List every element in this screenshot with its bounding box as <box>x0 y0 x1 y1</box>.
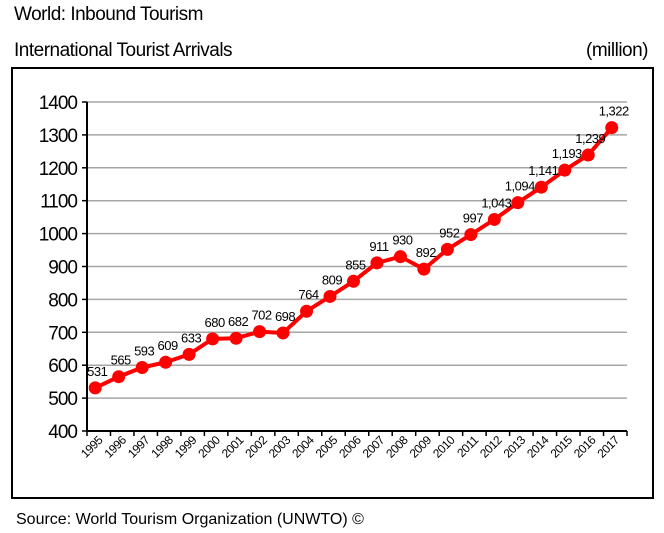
x-tick-label: 1996 <box>101 433 129 461</box>
data-point <box>88 381 102 395</box>
x-tick-label: 1998 <box>148 433 176 461</box>
y-tick-label: 900 <box>48 258 77 279</box>
x-tick-label: 2012 <box>477 433 505 461</box>
data-label: 609 <box>158 338 178 353</box>
x-tick-label: 2003 <box>266 433 294 461</box>
data-label: 911 <box>369 239 388 254</box>
x-tick-label: 2006 <box>336 433 364 461</box>
source-note: Source: World Tourism Organization (UNWT… <box>16 511 364 528</box>
data-label: 764 <box>298 287 318 302</box>
chart-title: World: Inbound Tourism <box>14 4 203 25</box>
data-point <box>558 163 572 177</box>
data-label: 633 <box>181 330 201 345</box>
data-point <box>487 212 501 226</box>
data-point <box>581 148 595 162</box>
data-label: 997 <box>463 211 483 226</box>
x-tick-label: 2005 <box>313 433 341 461</box>
data-point <box>300 304 314 318</box>
data-label: 1,193 <box>552 146 582 161</box>
y-tick-label: 700 <box>48 323 77 344</box>
data-label: 1,239 <box>575 131 605 146</box>
data-point <box>440 242 454 256</box>
data-point <box>135 361 149 375</box>
x-tick-label: 2007 <box>360 433 388 461</box>
chart-subtitle: International Tourist Arrivals <box>14 40 233 61</box>
data-label: 1,043 <box>481 195 511 210</box>
data-point <box>393 250 407 264</box>
data-point <box>112 370 126 384</box>
data-point <box>511 196 525 210</box>
y-tick-label: 1000 <box>39 225 78 246</box>
data-label: 930 <box>392 233 412 248</box>
y-tick-label: 1400 <box>39 93 78 114</box>
x-tick-label: 2016 <box>571 433 599 461</box>
data-label: 809 <box>322 272 342 287</box>
data-label: 892 <box>416 245 436 260</box>
data-point <box>323 289 337 303</box>
x-tick-label: 2000 <box>195 433 223 461</box>
data-point <box>159 355 173 369</box>
data-point <box>605 121 619 135</box>
unit-label: (million) <box>586 40 649 61</box>
x-tick-label: 2004 <box>289 433 317 461</box>
data-label: 1,141 <box>528 163 558 178</box>
chart-frame <box>11 67 654 499</box>
x-tick-label: 2014 <box>524 433 552 461</box>
x-tick-label: 2002 <box>242 433 270 461</box>
data-point <box>276 326 290 340</box>
data-point <box>182 347 196 361</box>
data-label: 855 <box>345 257 365 272</box>
data-label: 531 <box>87 364 107 379</box>
data-label: 593 <box>134 344 154 359</box>
y-tick-label: 1300 <box>39 126 78 147</box>
x-tick-label: 2008 <box>383 433 411 461</box>
x-tick-label: 2011 <box>454 433 481 460</box>
data-point <box>417 262 431 276</box>
y-tick-label: 800 <box>48 290 77 311</box>
y-tick-label: 500 <box>48 389 77 410</box>
data-point <box>464 228 478 242</box>
data-label: 952 <box>439 225 459 240</box>
x-tick-label: 2015 <box>548 433 576 461</box>
y-tick-label: 1100 <box>40 192 77 213</box>
y-tick-label: 1200 <box>39 159 78 180</box>
data-label: 1,094 <box>505 179 535 194</box>
x-tick-label: 1995 <box>78 433 106 461</box>
data-point <box>346 274 360 288</box>
y-tick-label: 600 <box>48 356 77 377</box>
data-label: 565 <box>111 353 131 368</box>
x-tick-label: 2001 <box>219 433 247 461</box>
data-point <box>229 331 243 345</box>
x-tick-label: 1999 <box>172 433 200 461</box>
data-point <box>370 256 384 270</box>
data-label: 680 <box>205 315 225 330</box>
data-point <box>534 180 548 194</box>
data-label: 682 <box>228 314 248 329</box>
x-tick-label: 1997 <box>125 433 153 461</box>
y-tick-label: 400 <box>48 422 77 443</box>
x-tick-label: 2017 <box>594 433 622 461</box>
data-point <box>253 325 267 339</box>
data-label: 698 <box>275 309 295 324</box>
data-label: 1,322 <box>599 104 629 119</box>
x-tick-label: 2013 <box>501 433 529 461</box>
data-point <box>206 332 220 346</box>
data-label: 702 <box>251 308 271 323</box>
x-tick-label: 2009 <box>407 433 435 461</box>
x-tick-label: 2010 <box>430 433 458 461</box>
